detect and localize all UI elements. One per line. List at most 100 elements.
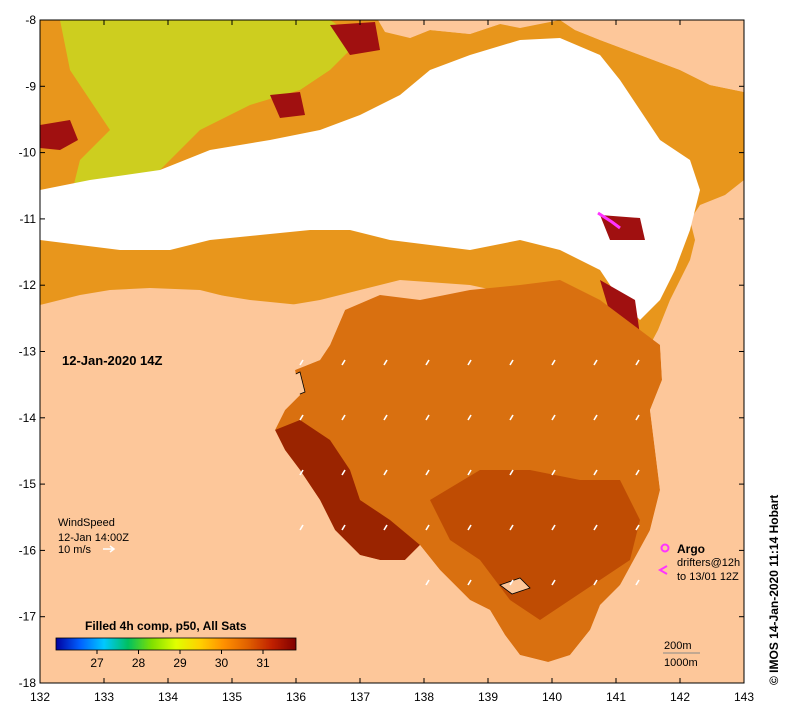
hot-patch — [270, 92, 305, 118]
depth-legend: 200m 1000m — [663, 640, 700, 669]
y-tick-label: -15 — [19, 477, 37, 491]
x-tick-label: 133 — [94, 690, 114, 704]
y-tick-label: -17 — [19, 610, 37, 624]
y-tick-label: -14 — [19, 411, 37, 425]
wind-arrow — [299, 469, 304, 476]
x-tick-label: 143 — [734, 690, 754, 704]
colorbar-scale — [55, 637, 297, 651]
wind-arrow — [425, 579, 430, 586]
wind-arrow — [383, 359, 388, 366]
wind-arrow — [551, 469, 556, 476]
wind-arrow — [593, 579, 598, 586]
wind-arrow — [467, 414, 472, 421]
cloud-mask — [40, 38, 700, 320]
cool-water-nw — [60, 20, 360, 215]
gulf-hot-coastal — [275, 420, 420, 560]
wind-arrow — [467, 469, 472, 476]
drifter-track-icon — [657, 565, 668, 575]
depth-200-label: 200m — [664, 640, 692, 652]
drifter-label: drifters@12h — [677, 557, 740, 569]
png-coast — [390, 20, 744, 92]
hot-patch — [330, 22, 380, 55]
wind-arrows — [299, 359, 640, 586]
y-tick-label: -12 — [19, 278, 37, 292]
wind-arrow — [341, 414, 346, 421]
argo-float-icon — [660, 543, 670, 553]
wind-arrow — [341, 359, 346, 366]
y-tick-label: -8 — [25, 13, 36, 27]
wind-arrow — [593, 414, 598, 421]
cape-york-coast — [560, 240, 744, 683]
wind-arrow — [635, 469, 640, 476]
wind-arrow — [467, 579, 472, 586]
wind-scale: 10 m/s — [58, 544, 92, 556]
arnhem-land-coast — [40, 292, 560, 683]
wind-time: 12-Jan 14:00Z — [58, 532, 129, 544]
wind-arrow — [425, 524, 430, 531]
hot-patch — [600, 280, 640, 335]
colorbar-tick-label: 30 — [215, 656, 229, 670]
wind-arrow — [551, 579, 556, 586]
wind-legend: WindSpeed 12-Jan 14:00Z 10 m/s — [58, 517, 129, 556]
wind-arrow — [509, 579, 514, 586]
x-tick-label: 134 — [158, 690, 178, 704]
wind-arrow — [593, 469, 598, 476]
y-tick-label: -9 — [25, 79, 36, 93]
argo-legend: Argo drifters@12h to 13/01 12Z — [657, 542, 740, 583]
x-tick-label: 142 — [670, 690, 690, 704]
wind-arrow — [425, 359, 430, 366]
wind-arrow — [635, 414, 640, 421]
drifter-track — [597, 211, 621, 230]
wind-title: WindSpeed — [58, 517, 115, 529]
wind-arrow — [383, 414, 388, 421]
wind-arrow — [635, 579, 640, 586]
axis-ticks: 132 133 134 135 136 137 138 139 140 141 142 143 -8 -9… — [19, 13, 755, 704]
wind-arrow — [635, 524, 640, 531]
x-tick-label: 132 — [30, 690, 50, 704]
wind-arrow — [509, 469, 514, 476]
x-tick-label: 139 — [478, 690, 498, 704]
wind-arrow — [341, 524, 346, 531]
colorbar-title: Filled 4h comp, p50, All Sats — [85, 619, 247, 633]
colorbar-tick-label: 28 — [132, 656, 146, 670]
wind-arrow — [383, 469, 388, 476]
x-tick-label: 140 — [542, 690, 562, 704]
wind-arrow — [425, 414, 430, 421]
wind-arrow — [593, 524, 598, 531]
drifter-to-label: to 13/01 12Z — [677, 571, 739, 583]
y-tick-label: -10 — [19, 146, 37, 160]
copyright-label: © IMOS 14-Jan-2020 11:14 Hobart — [767, 494, 781, 685]
colorbar-ticks: 27 28 29 30 31 — [90, 650, 270, 670]
colorbar-tick-label: 29 — [173, 656, 187, 670]
colorbar: Filled 4h comp, p50, All Sats 27 28 29 30 31 — [55, 619, 297, 670]
hot-patch — [40, 120, 78, 150]
wind-arrow — [467, 359, 472, 366]
wind-arrow — [551, 414, 556, 421]
y-tick-label: -13 — [19, 345, 37, 359]
date-label: 12-Jan-2020 14Z — [62, 353, 163, 368]
y-tick-label: -16 — [19, 543, 37, 557]
colorbar-tick-label: 27 — [90, 656, 104, 670]
wind-arrow — [299, 524, 304, 531]
wind-arrow — [551, 524, 556, 531]
wind-arrow — [299, 414, 304, 421]
wind-arrow — [299, 359, 304, 366]
x-tick-label: 137 — [350, 690, 370, 704]
wind-arrow — [509, 414, 514, 421]
wind-arrow — [425, 469, 430, 476]
x-tick-label: 135 — [222, 690, 242, 704]
wind-arrow — [509, 359, 514, 366]
y-tick-label: -11 — [20, 212, 37, 226]
map-area — [40, 20, 744, 683]
gulf-hot-south — [430, 470, 640, 620]
wind-arrow — [383, 524, 388, 531]
x-tick-label: 136 — [286, 690, 306, 704]
wind-arrow — [341, 469, 346, 476]
y-tick-label: -18 — [19, 676, 37, 690]
argo-label: Argo — [677, 542, 705, 556]
wind-arrow — [467, 524, 472, 531]
x-tick-label: 138 — [414, 690, 434, 704]
wind-arrow — [509, 524, 514, 531]
wind-arrow — [635, 359, 640, 366]
